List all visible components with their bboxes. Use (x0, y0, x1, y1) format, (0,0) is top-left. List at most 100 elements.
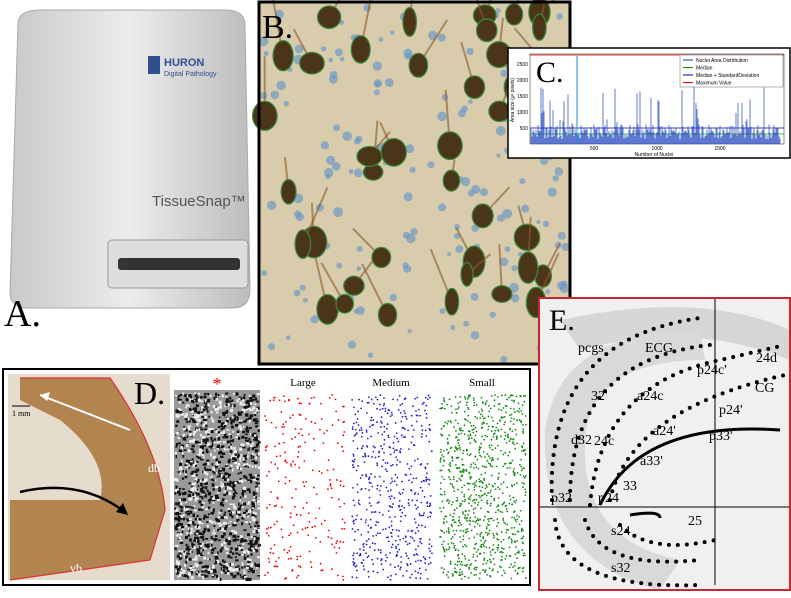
nissl-cell (230, 419, 233, 423)
cell-dot (510, 484, 513, 487)
cell-dot (462, 512, 465, 515)
nissl-cell (236, 535, 240, 538)
cell-dot (339, 484, 342, 487)
cell-dot (409, 473, 412, 476)
cell-dot (508, 451, 511, 453)
nissl-cell (215, 429, 218, 431)
cell-dot (524, 394, 527, 397)
nissl-cell (227, 417, 231, 420)
cell-dot (356, 418, 359, 420)
nissl-cell (251, 507, 254, 510)
cell-dot (502, 519, 505, 521)
cell-dot (291, 438, 293, 440)
nissl-cell (242, 495, 244, 497)
nissl-cell (236, 466, 240, 470)
nissl-cell (239, 573, 242, 576)
nissl-cell (246, 515, 250, 518)
nissl-cell (193, 474, 196, 478)
cell-dot (455, 408, 457, 411)
cell-dot (275, 455, 278, 458)
cell-dot (489, 551, 492, 553)
cell-dot (420, 480, 423, 483)
nissl-cell (252, 479, 256, 481)
cell-dot (454, 521, 457, 524)
cell-dot (513, 399, 516, 402)
cell-dot (299, 566, 302, 568)
nissl-cell (228, 458, 231, 463)
cell-dot (505, 507, 508, 510)
cell-dot (442, 459, 445, 462)
cell-dot (365, 540, 368, 542)
cell-dot (410, 424, 413, 427)
cell-dot (440, 510, 443, 513)
cell-dot (450, 421, 452, 424)
nissl-cell (238, 397, 241, 400)
cell-dot (396, 459, 399, 461)
cell-dot (351, 464, 354, 466)
nucleus (342, 131, 352, 141)
cell-dot (406, 463, 409, 465)
nissl-cell (192, 529, 195, 532)
cell-dot (499, 510, 502, 513)
nissl-cell (203, 493, 207, 497)
nissl-cell (245, 428, 248, 431)
cell-dot (523, 476, 526, 479)
cell-dot (524, 494, 527, 497)
cell-dot (473, 401, 476, 404)
nissl-cell (202, 435, 206, 439)
cell-dot (364, 521, 367, 524)
cell-dot (460, 561, 463, 564)
cell-dot (414, 548, 417, 551)
nissl-cell (198, 525, 201, 529)
cell-dot (453, 521, 456, 524)
nissl-cell (237, 436, 241, 440)
cell-dot (466, 453, 469, 456)
nucleus (446, 251, 452, 257)
cell-dot (505, 531, 508, 534)
cell-dot (473, 567, 476, 570)
nissl-cell (228, 446, 231, 449)
nissl-cell (198, 573, 202, 577)
cell-dot (394, 566, 396, 569)
nissl-cell (195, 532, 199, 535)
nissl-cell (236, 454, 241, 459)
nissl-cell (179, 472, 182, 476)
nissl-cell (202, 538, 205, 541)
nissl-cell (185, 560, 187, 564)
nissl-cell (238, 546, 241, 550)
cell-dot (470, 463, 473, 466)
cell-dot (303, 460, 306, 462)
panel-label: C. (536, 56, 564, 89)
cell-dot (409, 535, 412, 538)
cell-dot (516, 409, 519, 412)
cell-dot (418, 512, 421, 515)
cell-dot (296, 558, 299, 561)
cell-dot (360, 429, 363, 431)
cell-dot (395, 554, 398, 557)
nissl-cell (236, 417, 239, 420)
nissl-cell (201, 453, 205, 456)
nissl-cell (192, 450, 195, 454)
nissl-cell (247, 407, 250, 410)
cell-dot (375, 534, 378, 537)
cell-dot (405, 474, 408, 477)
nissl-cell (233, 492, 235, 497)
nissl-cell (238, 425, 242, 429)
nissl-cell (252, 438, 257, 441)
nissl-cell (217, 577, 220, 580)
nissl-cell (187, 449, 191, 453)
cell-dot (509, 420, 512, 423)
cell-dot (472, 397, 475, 400)
cell-dot (414, 532, 417, 534)
nissl-cell (212, 468, 216, 471)
nissl-cell (255, 449, 259, 453)
cell-dot (292, 524, 295, 527)
cell-dot (383, 425, 386, 428)
cell-dot (308, 521, 311, 523)
cell-dot (492, 519, 495, 522)
cell-dot (353, 552, 355, 555)
cell-dot (387, 536, 390, 539)
nissl-cell (230, 566, 233, 570)
cell-dot (455, 529, 458, 532)
nissl-cell (205, 478, 208, 482)
